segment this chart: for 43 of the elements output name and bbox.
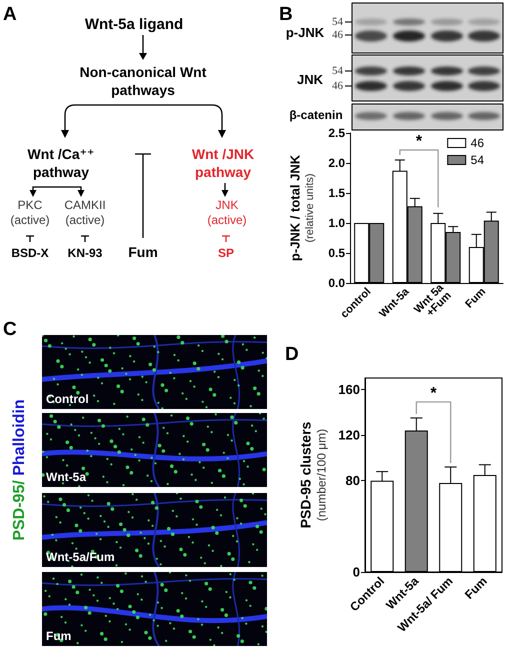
text: A — [3, 4, 17, 25]
y-tick-label: 2.0 — [328, 156, 346, 170]
text: Non-canonical Wnt pathways — [80, 63, 206, 99]
chart-title: B — [279, 4, 293, 25]
y-tick-label: 0.5 — [328, 246, 346, 260]
text: β-catenin — [289, 108, 343, 122]
y-tick-label: 0.0 — [328, 276, 346, 290]
text: PKC (active) — [10, 198, 50, 228]
annotation: * — [416, 133, 422, 150]
text: BSD-X — [11, 245, 49, 261]
text: JNK — [296, 72, 324, 88]
text: Wnt-5a/Fum — [46, 550, 115, 565]
text: C — [3, 319, 17, 340]
text: 46 — [332, 28, 343, 42]
text: Fum — [46, 629, 72, 644]
y-tick-label: 80 — [346, 473, 360, 488]
y-axis-title: p-JNK / total JNK (relative units) — [288, 154, 316, 262]
y-tick-label: 1.0 — [328, 216, 346, 230]
text: 54 — [332, 64, 343, 78]
text: CAMKII (active) — [64, 198, 106, 228]
text: Wnt-5a ligand — [84, 16, 184, 34]
y-axis-title: PSD-95 clusters (number/100 μm) — [297, 421, 328, 528]
text: Control — [46, 392, 89, 407]
y-tick-label: 120 — [338, 428, 360, 443]
text: Wnt /JNK pathway — [192, 145, 254, 181]
text: JNK (active) — [207, 198, 247, 228]
text: p-JNK — [286, 25, 324, 41]
y-tick-label: 2.5 — [328, 126, 346, 140]
text: PSD-95/ Phalloidin — [11, 399, 28, 541]
y-tick-label: 0 — [352, 564, 360, 580]
text: Wnt-5a — [46, 470, 86, 485]
legend-label: 54 — [470, 153, 484, 167]
chart-title: D — [285, 344, 299, 365]
text: SP — [218, 245, 234, 261]
text: 54 — [332, 16, 343, 28]
annotation: * — [430, 384, 437, 402]
text: KN-93 — [68, 245, 102, 261]
text: Fum — [128, 243, 158, 261]
text: 46 — [332, 80, 343, 92]
y-tick-label: 160 — [338, 382, 360, 397]
legend-label: 46 — [470, 136, 484, 150]
y-tick-label: 1.5 — [328, 186, 346, 200]
text: Wnt /Ca⁺⁺ pathway — [28, 145, 94, 181]
